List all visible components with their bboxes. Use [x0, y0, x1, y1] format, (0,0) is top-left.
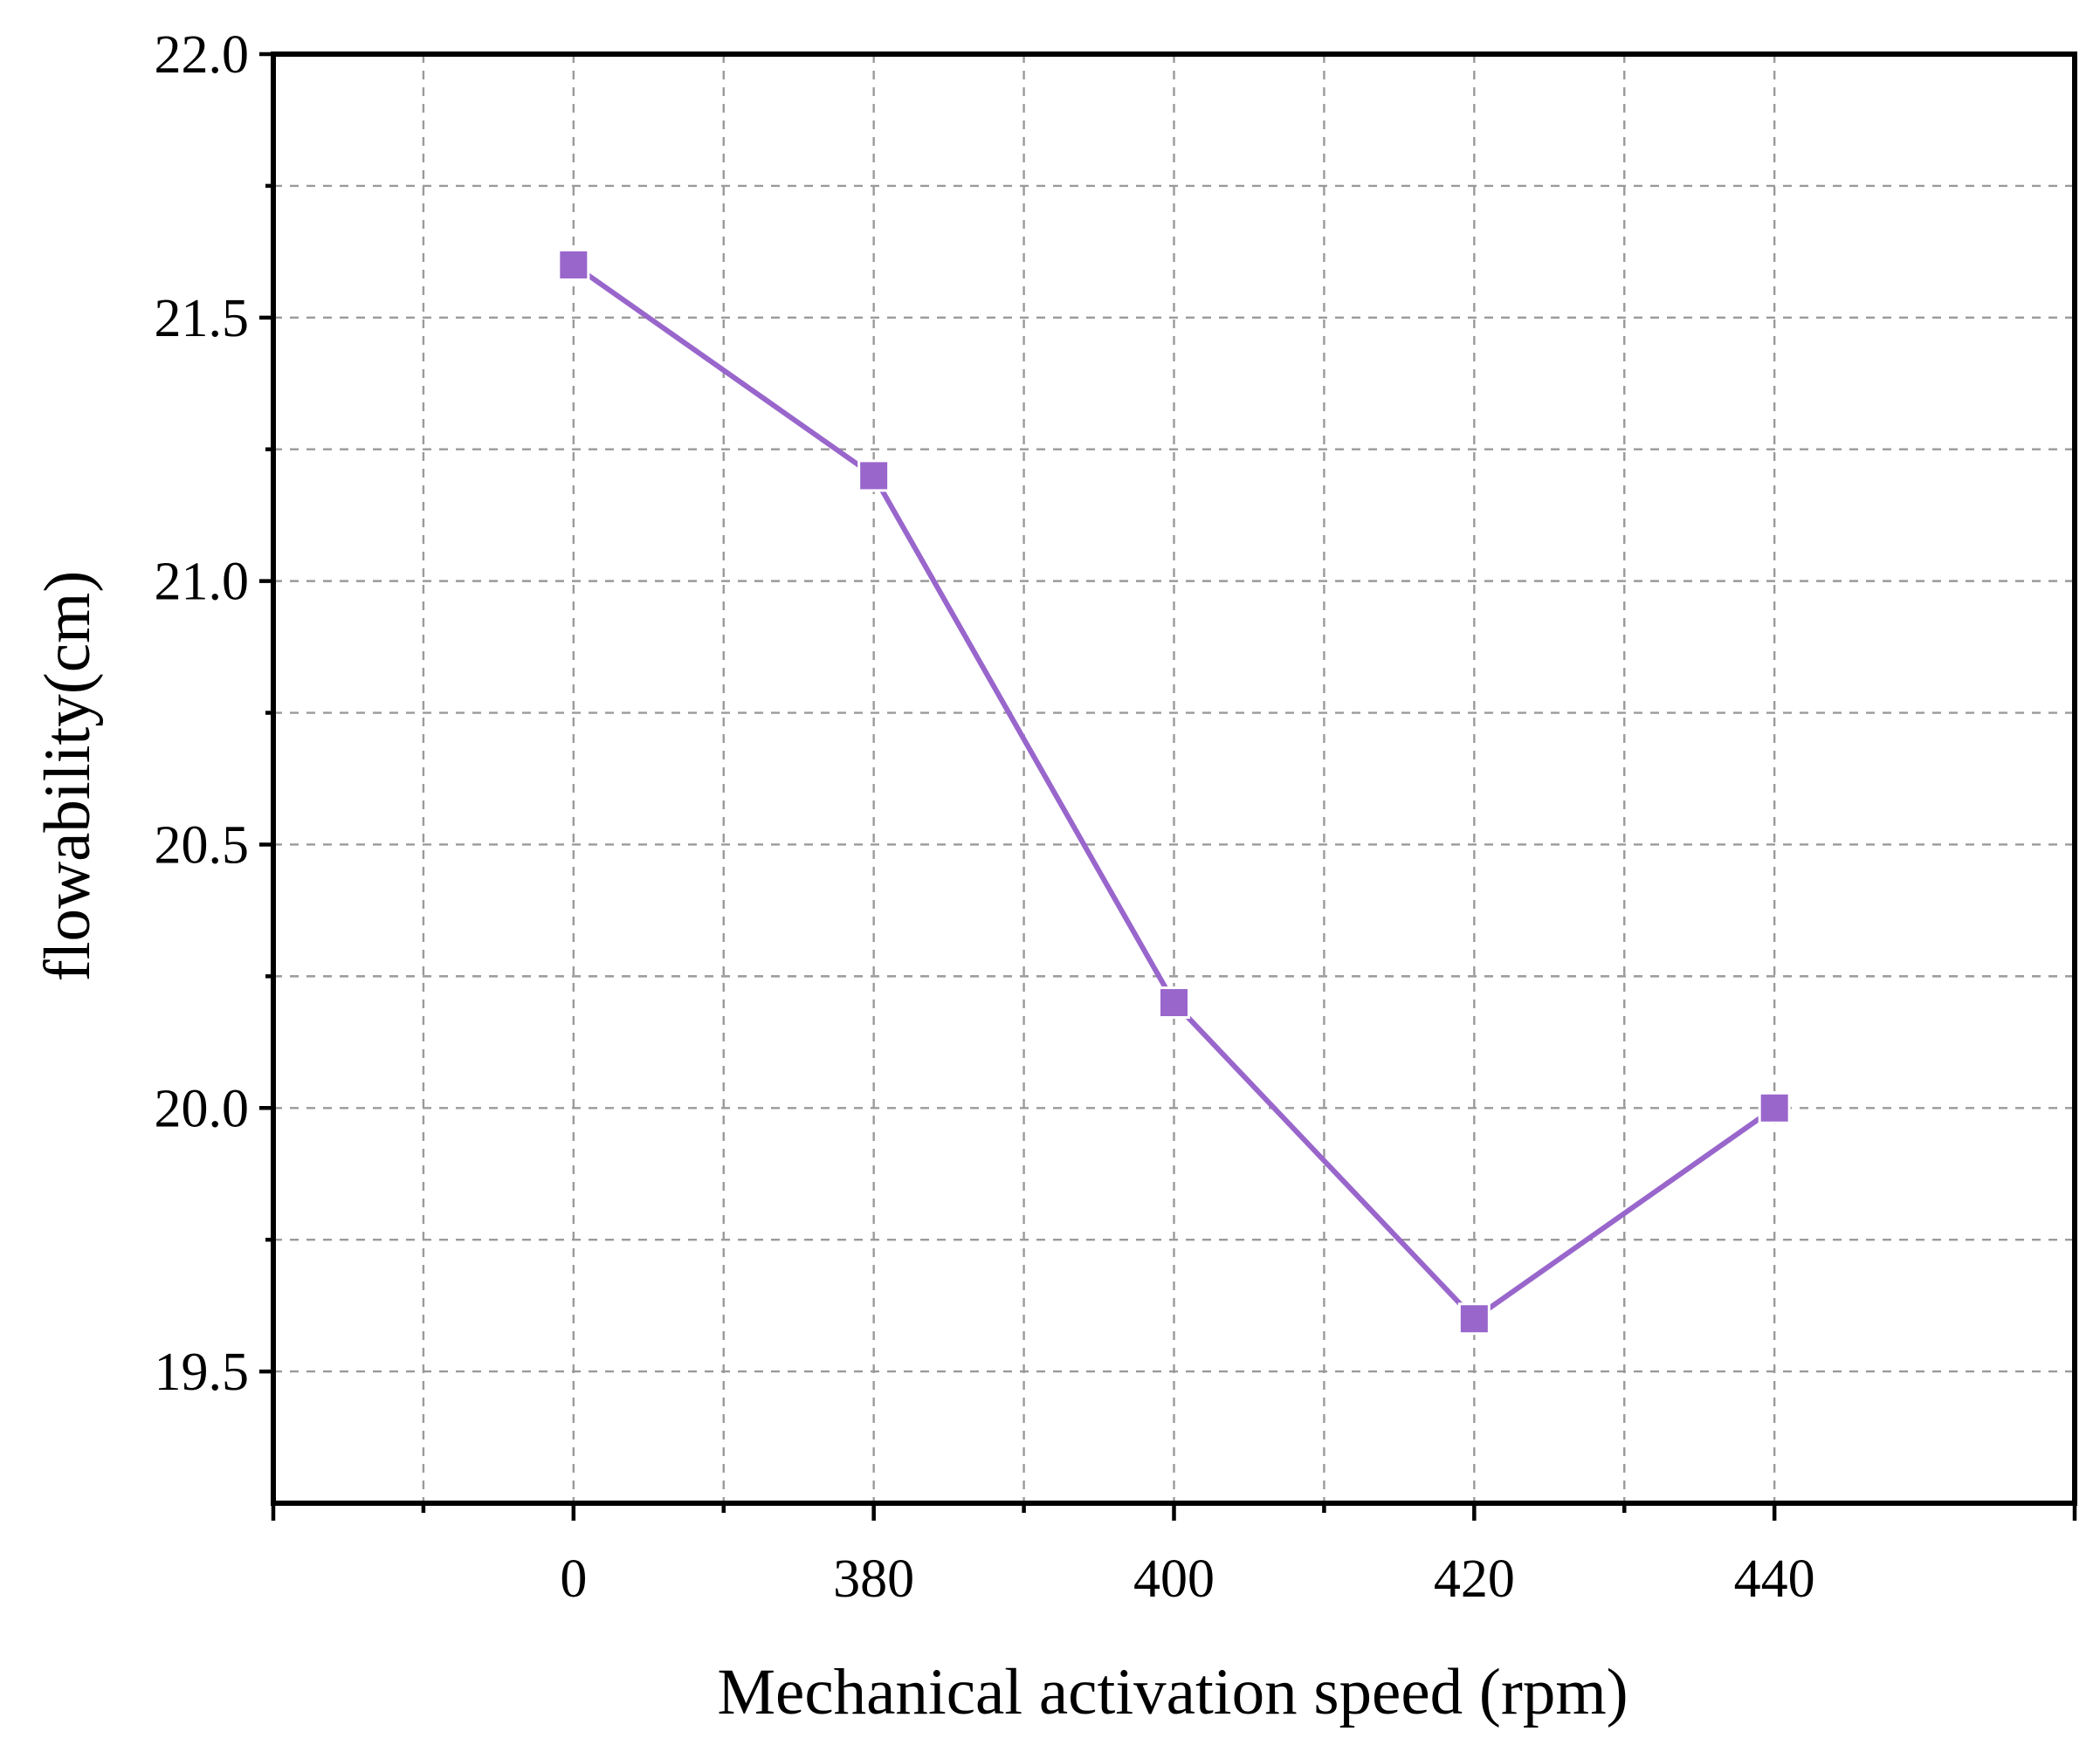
x-tick-label-2: 400: [1133, 1549, 1215, 1609]
y-tick-label-3: 21.0: [155, 553, 250, 612]
x-tick-label-1: 380: [833, 1549, 914, 1609]
data-point-0: [557, 248, 590, 281]
x-tick-label-4: 440: [1734, 1549, 1815, 1609]
data-point-420: [1457, 1302, 1491, 1336]
data-point-400: [1158, 986, 1190, 1020]
y-tick-label-1: 20.0: [155, 1079, 250, 1138]
x-tick-label-3: 420: [1434, 1549, 1515, 1609]
grid-layer: [273, 52, 2075, 1503]
y-tick-label-5: 22.0: [155, 25, 250, 85]
y-tick-label-4: 21.5: [155, 289, 250, 348]
axis-layer: 19.5 20.0 20.5 21.0 21.5 22.0 0 380 400 420 440: [155, 25, 2077, 1609]
x-tick-label-0: 0: [560, 1549, 587, 1609]
series-layer: [557, 248, 1791, 1336]
data-point-440: [1758, 1091, 1791, 1124]
x-axis-label: Mechanical activation speed (rpm): [717, 1656, 1628, 1728]
y-axis-label: flowability(cm): [31, 571, 104, 982]
y-tick-label-2: 20.5: [155, 815, 250, 875]
y-tick-label-0: 19.5: [155, 1343, 250, 1402]
label-layer: Mechanical activation speed (rpm) flowab…: [31, 571, 1628, 1728]
data-point-380: [857, 459, 891, 492]
